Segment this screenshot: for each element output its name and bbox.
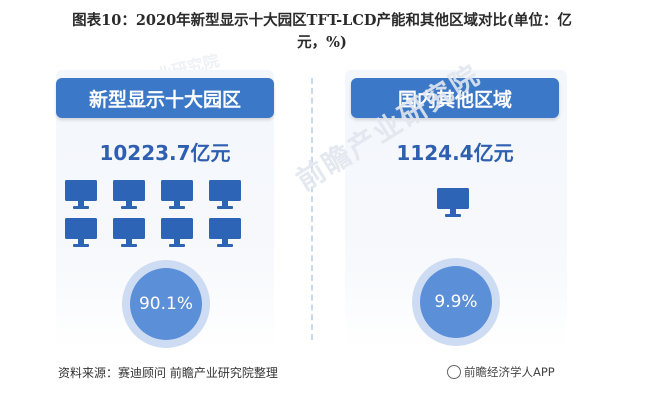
brand-logo-icon [447,365,461,379]
monitor-icon [64,216,98,250]
monitor-icon [160,178,194,212]
share-label-parks: 90.1% [130,268,202,340]
monitor-icon [112,178,146,212]
monitor-icon [64,178,98,212]
monitor-icon [208,178,242,212]
monitor-icon [112,216,146,250]
share-label-other: 9.9% [420,266,492,338]
chart-title: 图表10：2020年新型显示十大园区TFT-LCD产能和其他区域对比(单位：亿元… [72,12,572,51]
category-banner-parks: 新型显示十大园区 [56,78,274,118]
source-note: 资料来源：赛迪顾问 前瞻产业研究院整理 [58,366,278,380]
value-label-parks: 10223.7亿元 [99,141,231,165]
brand-text: 前瞻经济学人APP [464,365,555,379]
monitor-grid-other [436,178,476,250]
category-banner-other: 国内其他区域 [351,78,559,118]
value-label-other: 1124.4亿元 [396,141,514,165]
divider [311,78,313,340]
monitor-icon [160,216,194,250]
monitor-icon [436,186,470,220]
share-circle-parks: 90.1% [122,260,210,348]
brand-label: 前瞻经济学人APP [447,364,555,380]
monitor-grid-parks [64,178,254,250]
monitor-icon [208,216,242,250]
share-circle-other: 9.9% [412,258,500,346]
